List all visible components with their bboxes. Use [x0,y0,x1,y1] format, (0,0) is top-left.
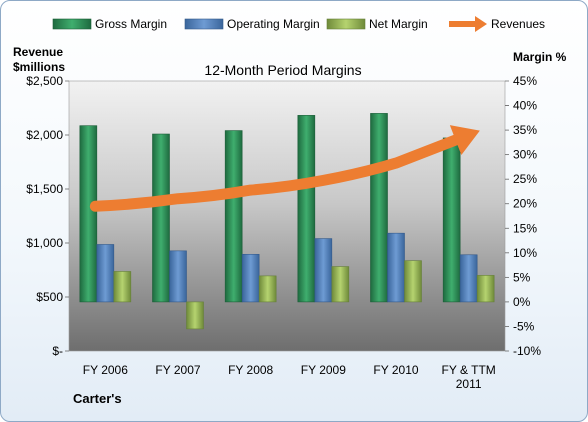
left-axis: $- $500 $1,000 $1,500 $2,000 $2,500 [26,74,69,358]
bar-operating-margin [241,253,260,303]
category-label: FY 2010 [373,363,418,377]
category-label: FY 2008 [228,363,273,377]
legend-item-operating-margin: Operating Margin [184,17,320,31]
category-label: FY & TTM 2011 [442,363,496,391]
right-tick-label: 25% [513,172,537,186]
bar-net-margin [113,271,132,303]
bar-gross-margin [370,113,388,303]
revenue-trend [89,125,480,212]
category-label: FY 2009 [301,363,346,377]
right-tick-label: 10% [513,246,537,260]
left-tick-label: $1,000 [26,236,63,250]
bar-operating-margin [459,254,478,303]
left-tick-label: $500 [36,290,63,304]
bar-gross-margin [79,125,98,303]
category-axis: FY 2006 FY 2007 FY 2008 FY 2009 FY 2010 FY & … [83,363,496,391]
legend-label-net-margin: Net Margin [369,17,428,31]
right-tick-label: 20% [513,197,537,211]
category-label: FY 2006 [83,363,128,377]
bar-gross-margin [442,137,461,303]
chart-title: 12-Month Period Margins [204,62,361,78]
right-axis: -10% -5% 0% 5% 10% 15% 20% 25% 30% 35% 40% 45% [505,74,541,358]
bar-series [79,113,495,330]
right-tick-label: 0% [513,295,531,309]
bar-operating-margin [96,244,115,303]
legend-swatch-operating-margin [184,18,224,30]
legend: Gross Margin Operating Margin Net Margin… [52,16,545,32]
revenue-arrow-head-icon [449,125,480,155]
bar-operating-margin [169,250,187,303]
right-tick-label: 30% [513,148,537,162]
revenue-trend-line [89,134,462,212]
legend-item-gross-margin: Gross Margin [52,17,167,31]
bar-operating-margin [314,238,333,303]
right-tick-label: 40% [513,99,537,113]
legend-item-revenues: Revenues [449,16,545,32]
bar-net-margin [404,260,422,303]
right-axis-title: Margin % [513,50,567,64]
left-tick-label: $2,500 [26,74,63,88]
bar-net-margin [331,266,350,303]
right-tick-label: -10% [513,344,541,358]
legend-swatch-gross-margin [52,18,92,30]
right-tick-label: 15% [513,221,537,235]
bar-gross-margin [152,133,170,303]
bar-net-margin [258,275,277,303]
legend-label-operating-margin: Operating Margin [227,17,320,31]
plot-area [68,80,506,352]
right-tick-label: 5% [513,270,531,284]
left-tick-label: $- [52,344,63,358]
left-axis-title-line2: $millions [13,60,65,74]
bar-gross-margin [224,130,243,303]
bar-gross-margin [297,115,316,303]
legend-label-gross-margin: Gross Margin [95,17,167,31]
legend-arrow-icon [475,16,487,32]
legend-label-revenues: Revenues [491,17,545,31]
right-tick-label: 45% [513,74,537,88]
left-tick-label: $2,000 [26,128,63,142]
left-tick-label: $1,500 [26,182,63,196]
company-label: Carter's [73,391,122,406]
legend-item-net-margin: Net Margin [326,17,428,31]
legend-swatch-net-margin [326,18,366,30]
right-tick-label: 35% [513,123,537,137]
bar-net-margin [186,301,204,330]
right-tick-label: -5% [513,319,535,333]
bar-operating-margin [387,232,405,303]
category-label: FY 2007 [155,363,200,377]
bar-net-margin [476,275,495,303]
left-axis-title-line1: Revenue [13,45,63,59]
